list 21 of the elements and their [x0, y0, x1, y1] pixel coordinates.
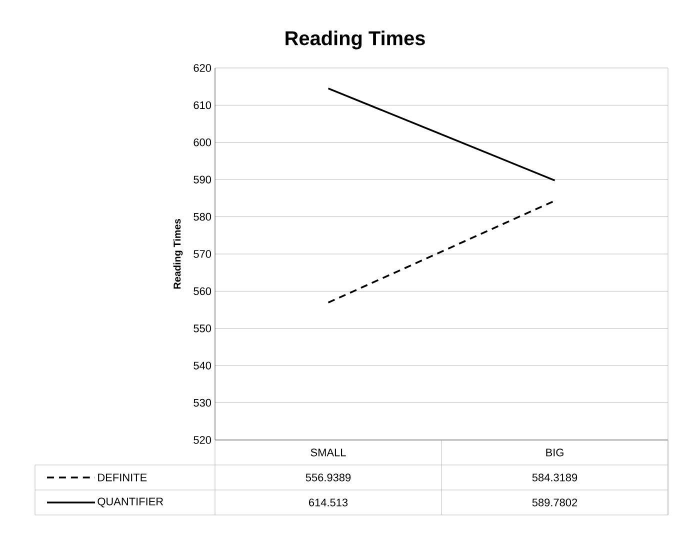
y-tick-label: 520 — [194, 436, 212, 444]
data-label: 556.9389 — [306, 474, 351, 482]
legend-label: DEFINITE — [98, 474, 147, 482]
data-label: 589.7802 — [532, 498, 578, 506]
y-tick-label: 530 — [194, 398, 212, 407]
y-axis-title: Reading Times — [173, 219, 183, 289]
y-tick-label: 620 — [194, 64, 212, 72]
y-tick-label: 600 — [194, 138, 212, 146]
x-tick-label: SMALL — [310, 448, 346, 456]
y-tick-label: 610 — [194, 101, 212, 110]
y-tick-label: 540 — [194, 362, 212, 370]
y-tick-label: 570 — [194, 250, 212, 258]
chart-title: Reading Times — [286, 30, 425, 50]
data-label: 584.3189 — [532, 474, 578, 482]
y-tick-label: 580 — [194, 212, 212, 221]
y-tick-label: 560 — [194, 287, 212, 296]
data-label: 614.513 — [309, 498, 348, 506]
y-tick-label: 550 — [194, 324, 212, 332]
y-tick-label: 590 — [194, 176, 212, 184]
legend-label: QUANTIFIER — [98, 498, 164, 508]
x-tick-label: BIG — [546, 448, 564, 456]
